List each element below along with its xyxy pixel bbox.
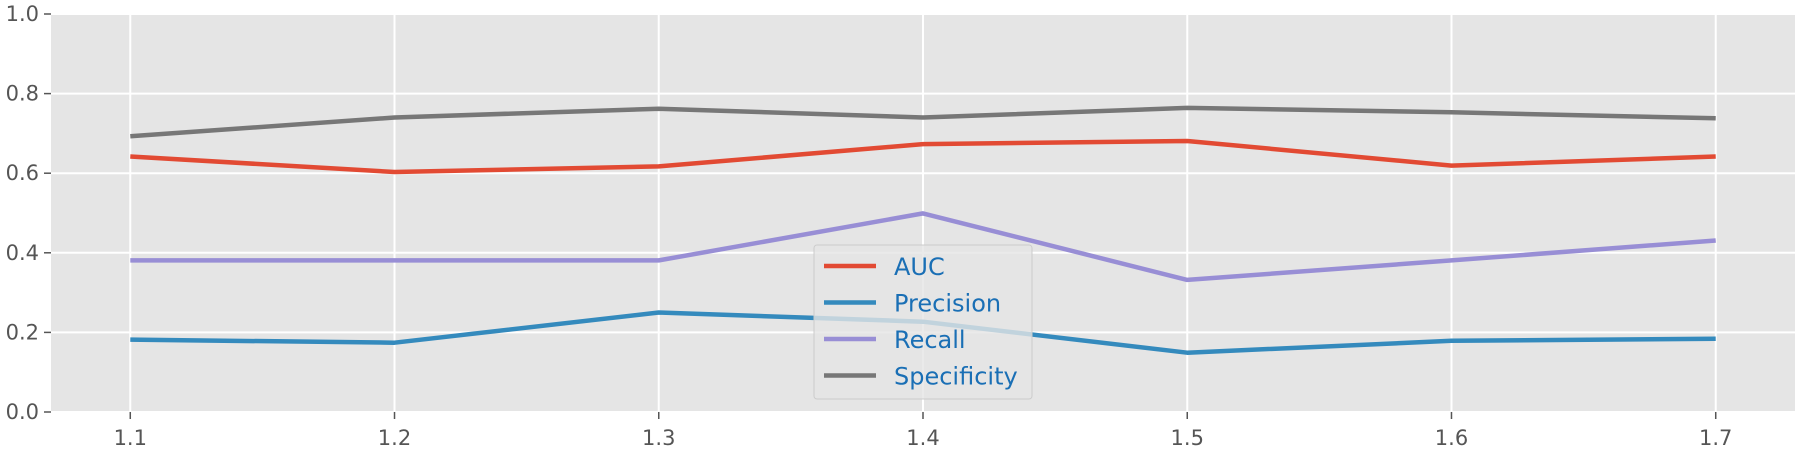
- series-line-recall: [130, 211, 1716, 283]
- legend-box: [813, 244, 1033, 400]
- legend-label-specificity: Specificity: [894, 363, 1018, 391]
- legend-label-auc: AUC: [894, 253, 945, 281]
- x-tick-label: 1.6: [1435, 426, 1468, 450]
- x-tick-label: 1.7: [1699, 426, 1732, 450]
- y-tick-label: 0.2: [6, 320, 39, 344]
- series-line-auc: [130, 138, 1716, 175]
- legend: AUC Precision Recall Specificity: [813, 244, 1033, 400]
- series-line-specificity: [130, 105, 1716, 139]
- legend-label-recall: Recall: [894, 326, 966, 354]
- y-tick-label: 0.0: [6, 400, 39, 424]
- x-tick-label: 1.3: [642, 426, 675, 450]
- y-tick-label: 0.6: [6, 161, 39, 185]
- x-tick-label: 1.1: [114, 426, 147, 450]
- y-axis: 0.0 0.2 0.4 0.6 0.8 1.0: [6, 2, 51, 424]
- x-axis: 1.1 1.2 1.3 1.4 1.5 1.6 1.7: [114, 412, 1732, 450]
- x-tick-label: 1.2: [378, 426, 411, 450]
- y-tick-label: 0.4: [6, 241, 39, 265]
- y-tick-label: 1.0: [6, 2, 39, 26]
- x-tick-label: 1.4: [906, 426, 939, 450]
- x-tick-label: 1.5: [1171, 426, 1204, 450]
- y-tick-label: 0.8: [6, 82, 39, 106]
- legend-label-precision: Precision: [894, 290, 1001, 318]
